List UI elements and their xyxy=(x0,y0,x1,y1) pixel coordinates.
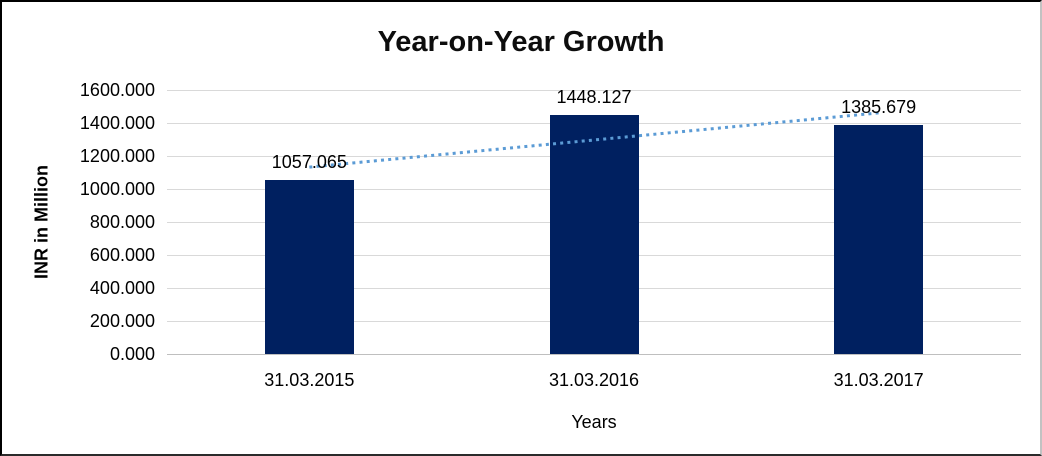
plot-area: 1057.065 1448.127 1385.679 xyxy=(167,87,1021,355)
y-tick-label: 800.000 xyxy=(89,212,155,232)
x-category-label: 31.03.2017 xyxy=(833,370,924,390)
bar-31.03.2015 xyxy=(264,179,354,354)
trendline xyxy=(309,111,879,169)
gridline xyxy=(167,354,1021,355)
y-tick-label: 400.000 xyxy=(89,278,155,298)
x-category-label: 31.03.2016 xyxy=(548,370,640,390)
trendline-dotted xyxy=(309,111,879,169)
y-tick-label: 1400.000 xyxy=(79,113,155,133)
y-tick-label: 1000.000 xyxy=(79,179,155,199)
y-tick-label: 600.000 xyxy=(89,245,155,265)
chart-title: Year-on-Year Growth xyxy=(377,26,665,58)
y-tick-label: 1200.000 xyxy=(79,146,155,166)
x-axis-title: Years xyxy=(571,412,617,432)
data-label: 1448.127 xyxy=(556,87,632,108)
bar-31.03.2016 xyxy=(549,115,639,354)
gridline xyxy=(167,90,1021,91)
y-tick-label: 200.000 xyxy=(89,311,155,331)
x-category-label: 31.03.2015 xyxy=(264,370,355,390)
bar-31.03.2017 xyxy=(834,125,924,354)
data-label: 1057.065 xyxy=(271,151,347,172)
y-tick-label: 1600.000 xyxy=(79,80,155,100)
data-label: 1385.679 xyxy=(841,97,917,118)
y-tick-label: 0.000 xyxy=(109,344,155,364)
